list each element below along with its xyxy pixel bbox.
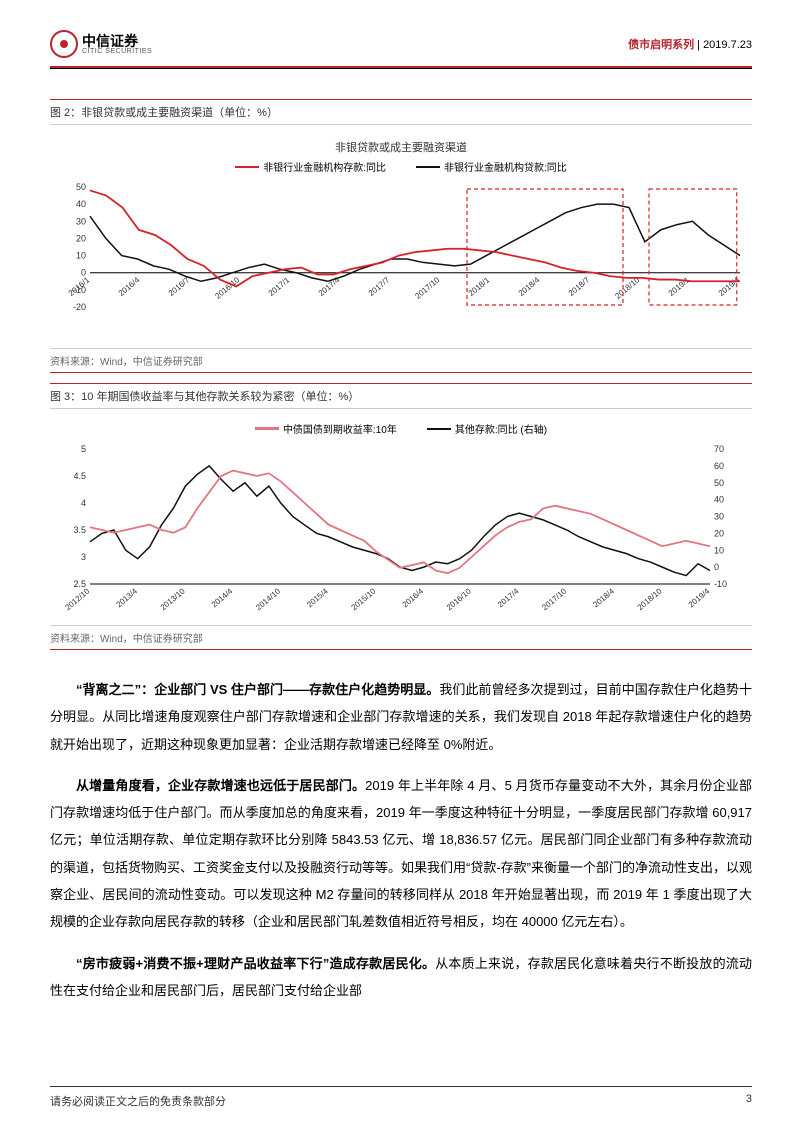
- svg-text:3.5: 3.5: [73, 525, 86, 535]
- fig2-title: 非银贷款或成主要融资渠道: [50, 139, 752, 155]
- svg-text:0: 0: [714, 562, 719, 572]
- svg-text:2018/10: 2018/10: [613, 275, 641, 301]
- fig3-source: 资料来源：Wind，中信证券研究部: [50, 625, 752, 650]
- fig2-source: 资料来源：Wind，中信证券研究部: [50, 348, 752, 373]
- paragraph-2: 从增量角度看，企业存款增速也远低于居民部门。2019 年上半年除 4 月、5 月…: [50, 772, 752, 936]
- svg-text:2018/4: 2018/4: [517, 275, 542, 298]
- page-header: 中信证券 CITIC SECURITIES 债市启明系列 | 2019.7.23: [50, 30, 752, 66]
- svg-text:2012/10: 2012/10: [63, 586, 91, 612]
- legend-swatch-icon: [416, 166, 440, 168]
- p3-lead: “房市疲弱+消费不振+理财产品收益率下行”造成存款居民化。: [76, 956, 435, 971]
- fig3-svg: 2.533.544.55-100102030405060702012/10201…: [50, 444, 750, 614]
- svg-text:50: 50: [76, 182, 86, 192]
- svg-text:2013/10: 2013/10: [159, 586, 187, 612]
- svg-text:3: 3: [81, 552, 86, 562]
- fig3-legend-1-label: 中债国债到期收益率:10年: [283, 421, 397, 436]
- svg-text:2016/10: 2016/10: [445, 586, 473, 612]
- footer-disclaimer: 请务必阅读正文之后的免责条款部分: [50, 1093, 226, 1109]
- svg-text:2015/10: 2015/10: [349, 586, 377, 612]
- svg-text:50: 50: [714, 478, 724, 488]
- fig3-caption: 图 3：10 年期国债收益率与其他存款关系较为紧密（单位：%）: [50, 383, 752, 409]
- body-text: “背离之二”：企业部门 VS 住户部门——存款住户化趋势明显。我们此前曾经多次提…: [50, 676, 752, 1004]
- legend-swatch-icon: [255, 427, 279, 430]
- fig2-chart: 非银贷款或成主要融资渠道 非银行业金融机构存款:同比 非银行业金融机构贷款:同比…: [50, 125, 752, 348]
- svg-text:4: 4: [81, 498, 86, 508]
- fig3-legend-1: 中债国债到期收益率:10年: [255, 421, 397, 436]
- fig2-legend-1: 非银行业金融机构存款:同比: [235, 159, 386, 174]
- svg-text:2017/10: 2017/10: [540, 586, 568, 612]
- svg-text:2018/10: 2018/10: [636, 586, 664, 612]
- fig2-svg: -20-10010203040502016/12016/42016/72016/…: [50, 182, 750, 337]
- svg-text:2013/4: 2013/4: [114, 586, 139, 609]
- fig2-legend: 非银行业金融机构存款:同比 非银行业金融机构贷款:同比: [50, 159, 752, 174]
- svg-text:10: 10: [76, 251, 86, 261]
- fig2-legend-2-label: 非银行业金融机构贷款:同比: [444, 159, 567, 174]
- p2-rest: 2019 年上半年除 4 月、5 月货币存量变动不大外，其余月份企业部门存款增速…: [50, 778, 752, 929]
- fig2-legend-2: 非银行业金融机构贷款:同比: [416, 159, 567, 174]
- legend-swatch-icon: [235, 166, 259, 168]
- footer: 请务必阅读正文之后的免责条款部分 3: [50, 1086, 752, 1109]
- fig3-legend: 中债国债到期收益率:10年 其他存款:同比 (右轴): [50, 421, 752, 436]
- svg-text:2017/7: 2017/7: [367, 275, 392, 298]
- logo: 中信证券 CITIC SECURITIES: [50, 30, 152, 58]
- fig2-caption: 图 2：非银贷款或成主要融资渠道（单位：%）: [50, 99, 752, 125]
- svg-text:-10: -10: [714, 579, 727, 589]
- fig3-chart: 中债国债到期收益率:10年 其他存款:同比 (右轴) 2.533.544.55-…: [50, 409, 752, 625]
- svg-text:2016/7: 2016/7: [167, 275, 192, 298]
- logo-en: CITIC SECURITIES: [82, 48, 152, 55]
- svg-text:2014/4: 2014/4: [210, 586, 235, 609]
- series-label: 债市启明系列: [628, 39, 694, 51]
- fig3-legend-2: 其他存款:同比 (右轴): [427, 421, 547, 436]
- svg-text:2018/4: 2018/4: [591, 586, 616, 609]
- svg-text:-20: -20: [73, 302, 86, 312]
- header-rule: [50, 66, 752, 69]
- svg-text:30: 30: [76, 216, 86, 226]
- svg-text:2016/10: 2016/10: [213, 275, 241, 301]
- svg-text:2017/10: 2017/10: [413, 275, 441, 301]
- legend-swatch-icon: [427, 428, 451, 430]
- header-right: 债市启明系列 | 2019.7.23: [628, 36, 752, 52]
- svg-text:2017/1: 2017/1: [267, 275, 292, 298]
- svg-text:2019/1: 2019/1: [667, 275, 692, 298]
- fig2-legend-1-label: 非银行业金融机构存款:同比: [263, 159, 386, 174]
- svg-text:2018/1: 2018/1: [467, 275, 492, 298]
- svg-text:70: 70: [714, 444, 724, 454]
- svg-text:40: 40: [76, 199, 86, 209]
- p1-lead: “背离之二”：企业部门 VS 住户部门——存款住户化趋势明显。: [76, 682, 439, 697]
- svg-text:60: 60: [714, 461, 724, 471]
- svg-text:2016/4: 2016/4: [117, 275, 142, 298]
- svg-text:2014/10: 2014/10: [254, 586, 282, 612]
- svg-text:4.5: 4.5: [73, 471, 86, 481]
- p2-lead: 从增量角度看，企业存款增速也远低于居民部门。: [76, 778, 365, 793]
- svg-text:2018/7: 2018/7: [567, 275, 592, 298]
- svg-text:20: 20: [714, 528, 724, 538]
- logo-icon: [50, 30, 78, 58]
- svg-text:40: 40: [714, 495, 724, 505]
- svg-text:10: 10: [714, 545, 724, 555]
- svg-text:2015/4: 2015/4: [305, 586, 330, 609]
- paragraph-3: “房市疲弱+消费不振+理财产品收益率下行”造成存款居民化。从本质上来说，存款居民…: [50, 950, 752, 1005]
- paragraph-1: “背离之二”：企业部门 VS 住户部门——存款住户化趋势明显。我们此前曾经多次提…: [50, 676, 752, 758]
- fig3-legend-2-label: 其他存款:同比 (右轴): [455, 421, 547, 436]
- header-date: 2019.7.23: [703, 39, 752, 51]
- svg-text:5: 5: [81, 444, 86, 454]
- svg-text:30: 30: [714, 512, 724, 522]
- svg-text:2016/4: 2016/4: [401, 586, 426, 609]
- svg-text:2019/4: 2019/4: [687, 586, 712, 609]
- footer-page-number: 3: [746, 1093, 752, 1109]
- svg-text:2019/4: 2019/4: [717, 275, 742, 298]
- svg-text:2017/4: 2017/4: [496, 586, 521, 609]
- logo-cn: 中信证券: [82, 34, 152, 48]
- svg-text:20: 20: [76, 233, 86, 243]
